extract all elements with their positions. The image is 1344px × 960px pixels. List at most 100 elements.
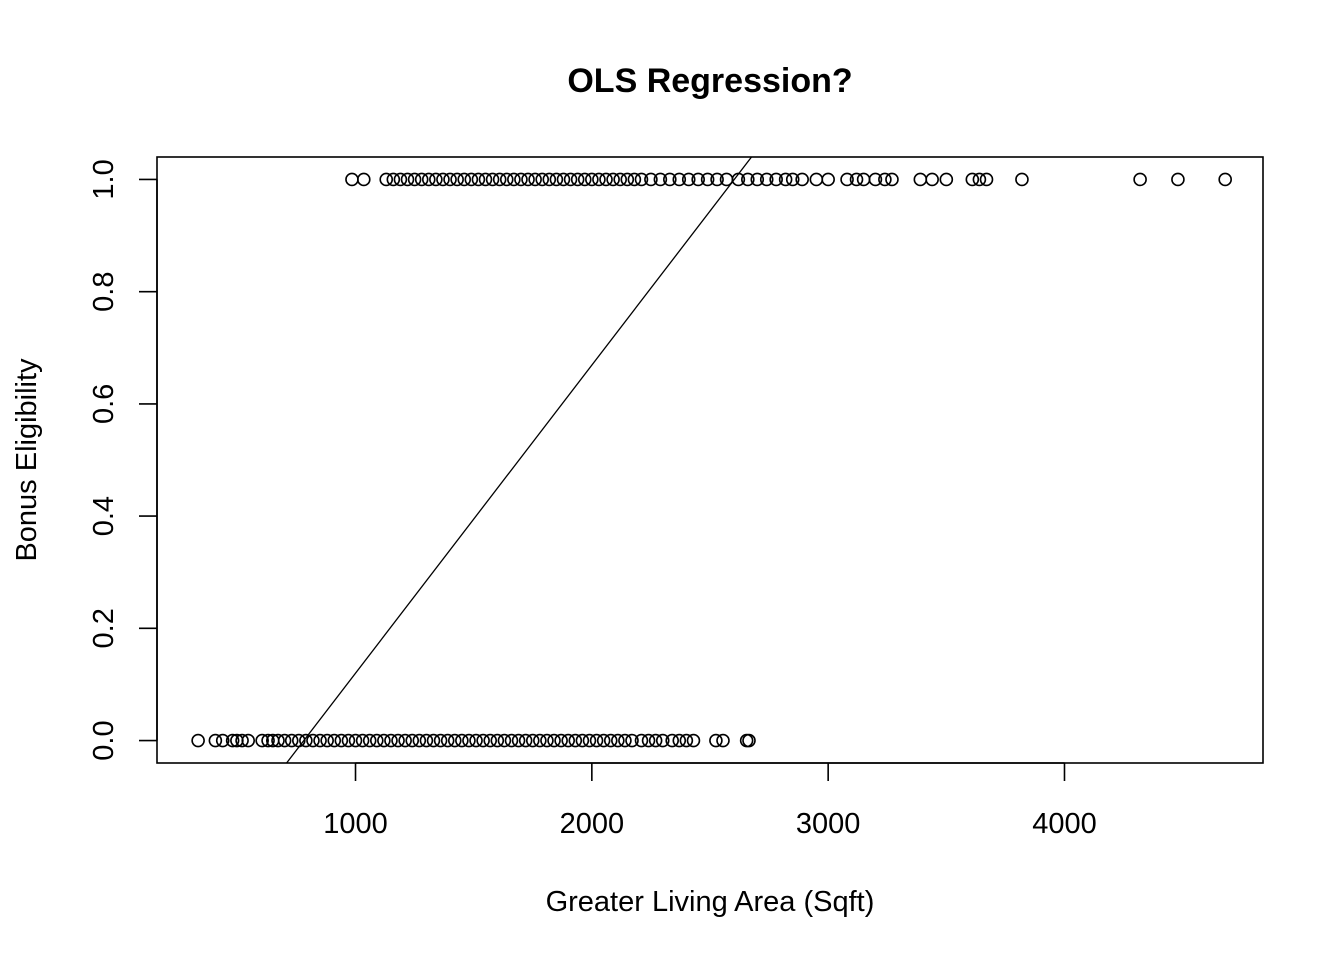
data-point [686,733,701,748]
data-point [377,733,391,748]
data-point [450,172,464,187]
data-point [271,733,285,748]
data-point [528,172,542,187]
data-point [400,172,415,187]
data-point [421,172,436,187]
data-point [521,172,535,187]
data-point [284,733,299,748]
data-point [596,733,611,748]
data-point [499,172,514,187]
data-point [750,172,765,187]
data-point [795,172,809,187]
data-point [215,733,230,748]
data-point [700,172,715,187]
data-point [525,733,540,748]
data-point [355,733,370,748]
data-point [255,733,269,748]
y-tick-label: 0.6 [88,384,120,424]
data-point [327,733,342,748]
data-point [769,172,783,187]
data-point [549,172,564,187]
data-point [469,733,483,748]
data-point [554,733,568,748]
data-point [440,733,455,748]
data-point [485,172,500,187]
data-point [570,172,585,187]
chart-title: OLS Regression? [567,62,852,100]
data-point [644,172,658,187]
data-point [504,733,519,748]
data-point [925,172,939,187]
data-point [235,733,249,748]
x-tick-label: 3000 [796,808,861,840]
data-point [627,172,642,187]
data-points [191,172,1232,748]
data-point [398,733,412,748]
data-point [535,172,550,187]
data-point [641,733,656,748]
data-point [1171,172,1185,187]
data-point [277,733,292,748]
data-point [345,172,359,187]
data-point [483,733,498,748]
data-point [547,733,561,748]
data-point [716,733,730,748]
data-point [710,172,724,187]
data-point [426,733,441,748]
data-point [313,733,327,748]
data-point [840,172,854,187]
data-point [518,733,533,748]
data-point [592,172,606,187]
regression-line-group [285,157,753,763]
data-point [849,172,864,187]
regression-line [285,157,753,763]
data-point [443,172,457,187]
data-point [868,172,883,187]
data-point [462,733,476,748]
data-point [478,172,493,187]
data-point [341,733,356,748]
data-point [575,733,590,748]
data-point [585,172,599,187]
data-point [386,172,401,187]
data-point [655,733,670,748]
data-point [241,733,256,748]
data-point [691,172,705,187]
data-point [1133,172,1147,187]
data-point [611,733,625,748]
data-point [384,733,398,748]
data-point [540,733,554,748]
data-point [606,172,620,187]
data-point [457,172,472,187]
data-point [511,733,526,748]
data-point [589,733,604,748]
data-point [556,172,571,187]
data-point [1218,172,1232,187]
x-axis: 1000 2000 3000 4000 [323,762,1097,840]
data-point [405,733,420,748]
data-point [653,172,668,187]
data-point [369,733,384,748]
data-point [356,172,371,187]
data-point [742,733,756,748]
data-point [778,172,793,187]
data-point [391,733,405,748]
data-point [507,172,521,187]
data-point [568,733,583,748]
data-point [665,733,679,748]
x-tick-label: 2000 [560,808,625,840]
data-point [455,733,469,748]
data-point [320,733,334,748]
data-point [471,172,486,187]
data-point [618,733,632,748]
x-axis-label: Greater Living Area (Sqft) [546,886,875,918]
data-point [561,733,576,748]
data-point [648,733,663,748]
data-point [885,172,899,187]
data-point [393,172,408,187]
y-tick-label: 1.0 [88,159,120,199]
data-point [225,733,240,748]
data-point [821,172,835,187]
data-point [878,172,892,187]
data-point [464,172,479,187]
